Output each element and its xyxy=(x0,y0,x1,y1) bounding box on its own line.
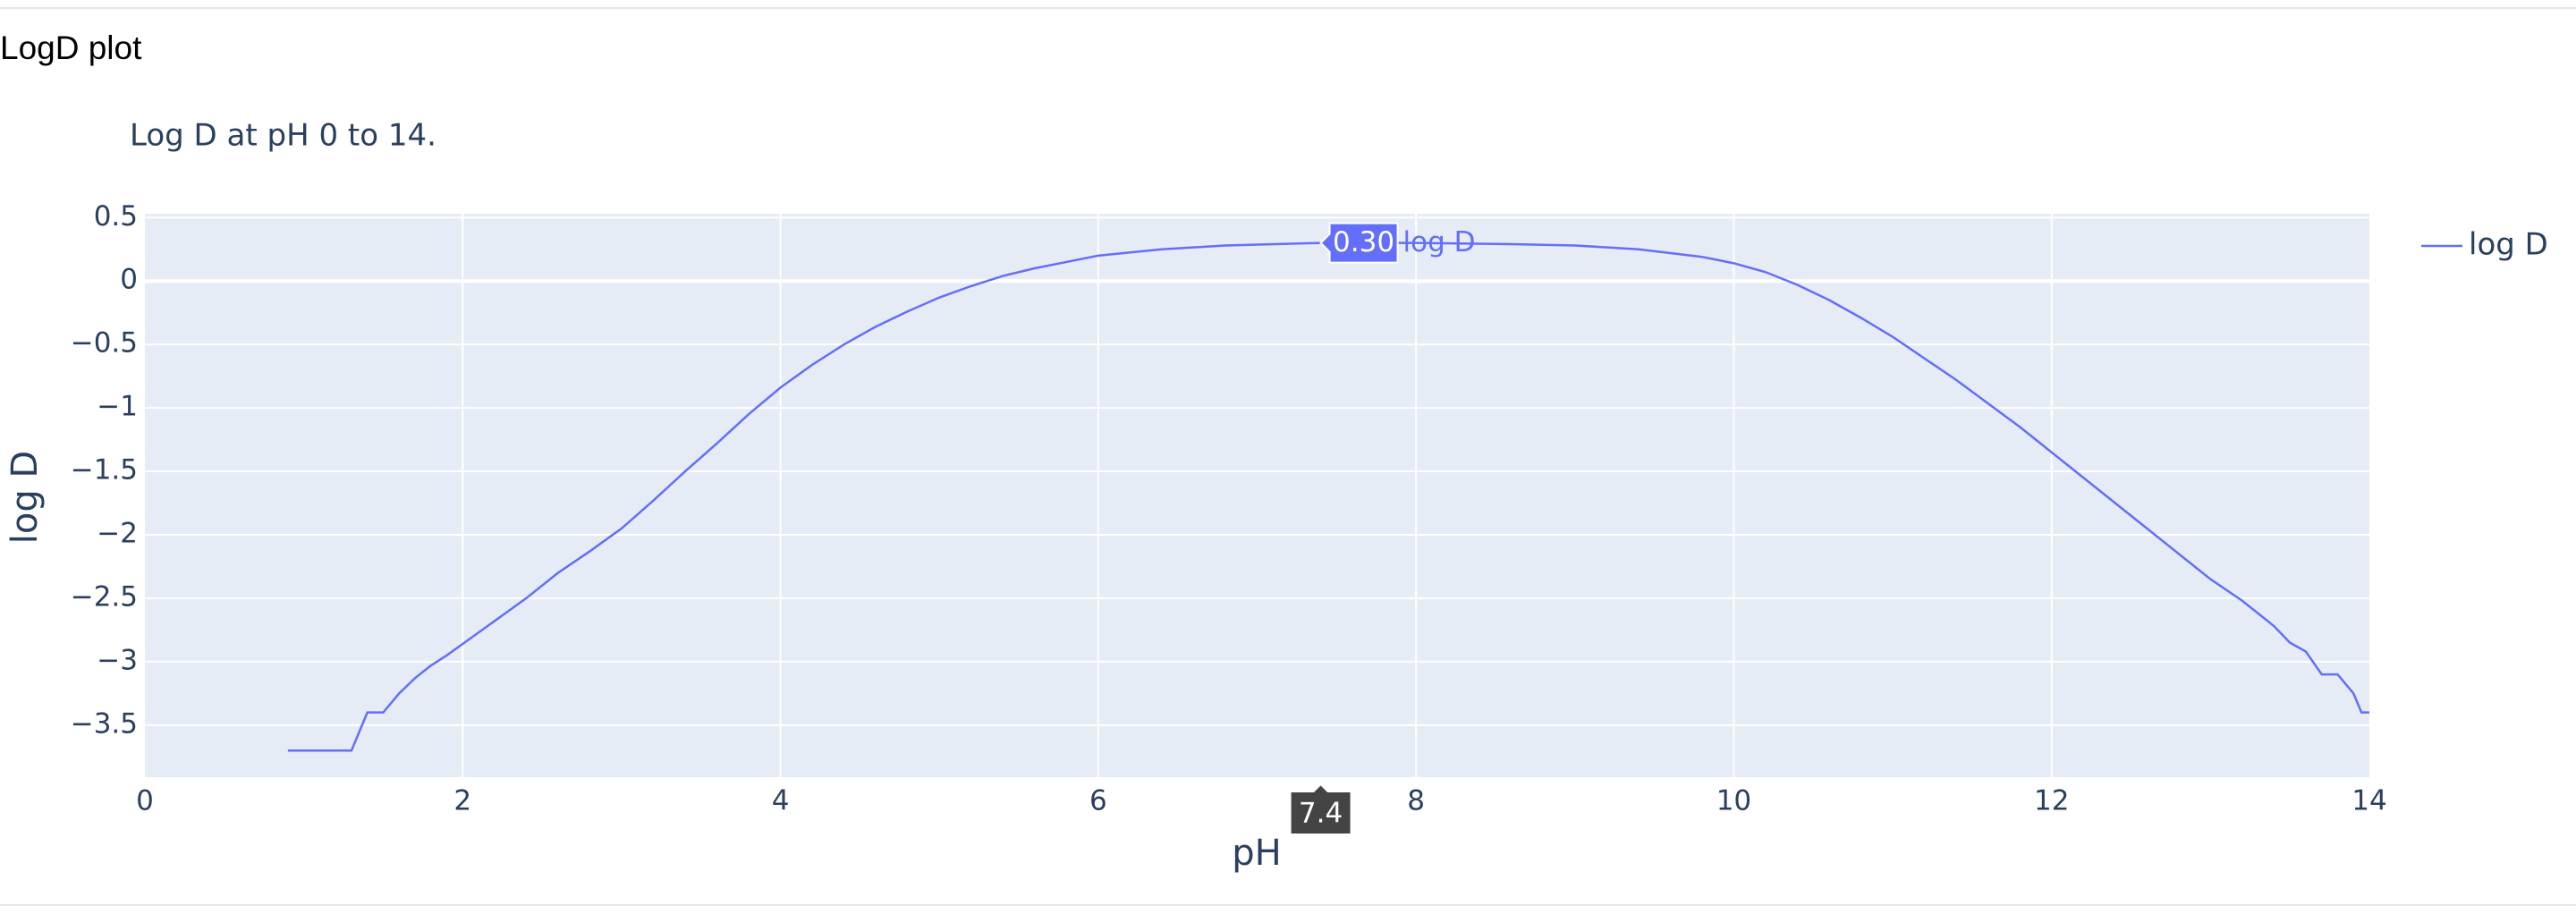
chart-subtitle: Log D at pH 0 to 14. xyxy=(130,118,436,154)
hover-y-box xyxy=(1319,222,1399,264)
hover-x-label: 7.4 xyxy=(1299,798,1343,830)
x-tick-label: 4 xyxy=(772,785,790,817)
y-tick-label: 0 xyxy=(120,264,138,296)
x-tick-label: 6 xyxy=(1089,785,1107,817)
y-tick-label: −3 xyxy=(97,644,138,676)
x-tick-label: 14 xyxy=(2351,785,2386,817)
legend-label: log D xyxy=(2469,227,2548,263)
y-tick-label: −2 xyxy=(97,517,138,549)
y-tick-label: −3.5 xyxy=(71,707,138,740)
page-title: LogD plot xyxy=(0,30,142,66)
y-tick-label: −2.5 xyxy=(71,580,138,613)
x-tick-label: 0 xyxy=(136,785,154,817)
x-tick-label: 2 xyxy=(453,785,471,817)
y-tick-label: −1 xyxy=(97,391,138,423)
x-tick-label: 12 xyxy=(2034,785,2069,817)
hover-series-name: log D xyxy=(1403,226,1476,258)
plot-area xyxy=(145,214,2369,777)
y-tick-label: 0.5 xyxy=(94,200,138,233)
x-tick-label: 8 xyxy=(1407,785,1425,817)
hover-x-box xyxy=(1289,783,1352,835)
hover-y-label: 0.30 xyxy=(1333,226,1394,258)
y-tick-label: −1.5 xyxy=(71,454,138,487)
y-tick-label: −0.5 xyxy=(71,327,138,360)
x-tick-label: 10 xyxy=(1716,785,1751,817)
x-axis-title: pH xyxy=(1232,833,1281,874)
data-line xyxy=(287,241,2369,752)
y-axis-title: log D xyxy=(4,451,46,545)
